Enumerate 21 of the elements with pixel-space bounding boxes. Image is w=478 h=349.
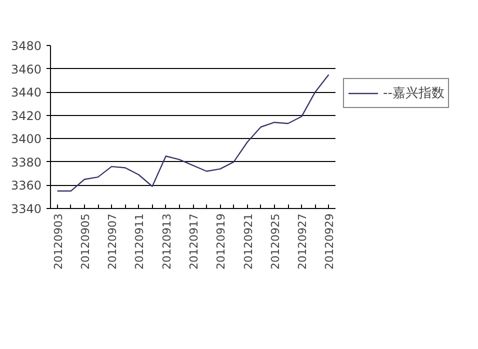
y-tick-label: 3440 <box>10 86 42 100</box>
legend-label: --嘉兴指数 <box>383 85 444 102</box>
y-tick-label: 3380 <box>10 155 42 170</box>
x-tick-label: 20120905 <box>78 213 92 270</box>
y-tick-label: 3420 <box>10 108 42 123</box>
x-tick-label: 20120921 <box>242 213 255 270</box>
line-series <box>56 74 330 192</box>
x-tick-label: 20120927 <box>296 213 310 270</box>
y-tick-label: 3460 <box>10 62 42 76</box>
x-tick-label: 20120919 <box>214 213 228 270</box>
x-tick-label: 20120925 <box>268 213 282 270</box>
x-tick-label: 20120903 <box>52 213 65 270</box>
x-tick-label: 20120913 <box>160 213 174 270</box>
x-tick-label: 20120907 <box>106 213 120 270</box>
y-tick-label: 3400 <box>10 132 42 146</box>
x-tick-label: 20120929 <box>323 213 336 270</box>
x-tick-label: 20120911 <box>133 213 146 270</box>
x-tick-label: 20120917 <box>188 213 200 270</box>
y-tick-label: 3360 <box>10 178 42 193</box>
y-tick-label: 3480 <box>10 39 42 53</box>
y-tick-label: 3340 <box>10 202 42 216</box>
